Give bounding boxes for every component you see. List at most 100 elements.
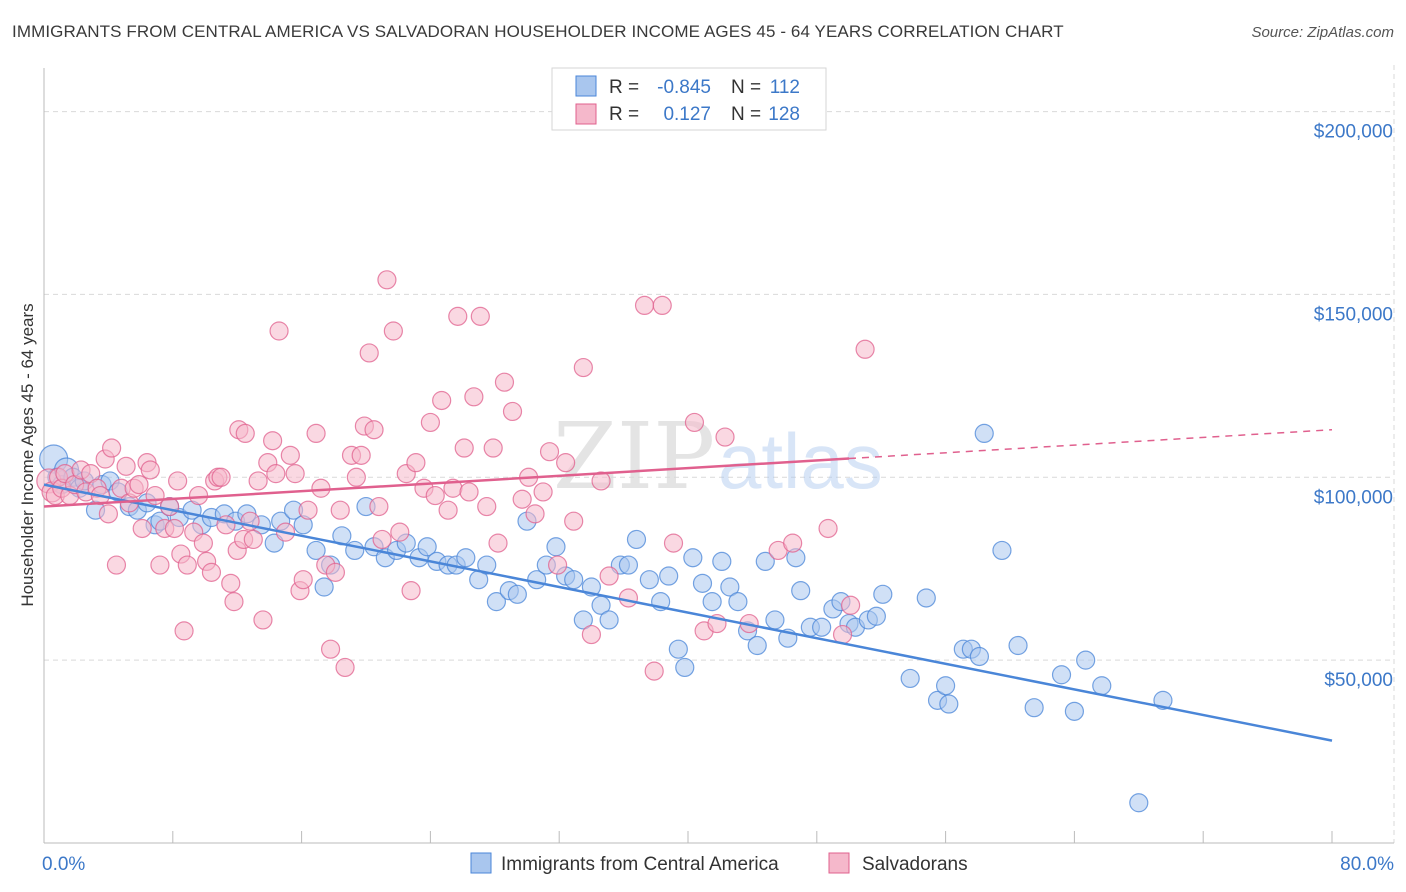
point-central-america-105 xyxy=(1092,676,1112,696)
point-salvadoran-105 xyxy=(547,555,568,575)
point-salvadoran-100 xyxy=(512,489,532,509)
point-salvadoran-109 xyxy=(581,624,602,645)
chart-title: IMMIGRANTS FROM CENTRAL AMERICA VS SALVA… xyxy=(12,22,1064,41)
point-central-america-47 xyxy=(486,592,507,612)
point-salvadoran-108 xyxy=(573,357,593,378)
point-salvadoran-58 xyxy=(280,445,300,465)
point-salvadoran-78 xyxy=(377,270,397,290)
point-central-america-65 xyxy=(659,566,679,586)
x-tick-labels: 0.0% 80.0% xyxy=(42,854,1394,875)
point-central-america-56 xyxy=(573,610,593,630)
point-salvadoran-86 xyxy=(425,485,445,506)
watermark: ZIP atlas xyxy=(553,403,883,510)
point-salvadoran-115 xyxy=(652,295,672,315)
legend-n-value-0: 112 xyxy=(770,77,800,98)
point-central-america-69 xyxy=(692,573,713,593)
point-central-america-98 xyxy=(974,423,994,443)
point-salvadoran-67 xyxy=(325,562,346,582)
point-salvadoran-38 xyxy=(201,562,222,582)
point-salvadoran-62 xyxy=(298,500,318,520)
point-central-america-77 xyxy=(765,610,785,630)
point-salvadoran-71 xyxy=(346,467,366,487)
point-salvadoran-126 xyxy=(841,595,861,615)
point-salvadoran-113 xyxy=(634,295,655,315)
point-salvadoran-106 xyxy=(556,453,576,473)
point-central-america-102 xyxy=(1051,665,1072,685)
point-central-america-76 xyxy=(755,551,775,572)
point-central-america-103 xyxy=(1064,701,1085,721)
point-salvadoran-76 xyxy=(369,496,389,517)
trend-line-1 xyxy=(43,457,850,508)
point-salvadoran-117 xyxy=(684,412,705,433)
point-salvadoran-75 xyxy=(364,420,384,440)
legend-r-label-1: R = xyxy=(609,104,639,125)
point-salvadoran-79 xyxy=(383,321,403,341)
point-salvadoran-64 xyxy=(311,478,331,498)
point-salvadoran-83 xyxy=(406,453,426,473)
point-salvadoran-98 xyxy=(494,372,515,392)
point-salvadoran-54 xyxy=(263,431,283,451)
point-central-america-91 xyxy=(916,588,936,608)
legend-r-value-1: 0.127 xyxy=(663,104,711,125)
point-salvadoran-26 xyxy=(150,555,170,575)
point-salvadoran-99 xyxy=(502,401,523,422)
point-salvadoran-120 xyxy=(715,427,735,447)
bottom-legend-swatch-blue xyxy=(470,852,492,874)
point-salvadoran-94 xyxy=(470,306,490,326)
point-central-america-67 xyxy=(675,657,695,678)
point-salvadoran-77 xyxy=(372,529,392,550)
point-central-america-66 xyxy=(668,639,688,659)
point-central-america-72 xyxy=(720,577,740,597)
point-salvadoran-97 xyxy=(488,533,508,553)
point-salvadoran-22 xyxy=(132,518,152,539)
bottom-legend-label-0: Immigrants from Central America xyxy=(501,854,779,875)
point-central-america-49 xyxy=(507,584,527,604)
point-central-america-89 xyxy=(873,584,893,604)
point-salvadoran-15 xyxy=(102,438,122,458)
point-central-america-44 xyxy=(456,548,476,568)
point-salvadoran-56 xyxy=(269,321,289,341)
point-salvadoran-87 xyxy=(432,390,452,411)
point-central-america-88 xyxy=(866,606,886,626)
point-salvadoran-104 xyxy=(539,442,560,462)
point-central-america-101 xyxy=(1024,698,1044,718)
point-salvadoran-18 xyxy=(116,456,136,476)
point-salvadoran-96 xyxy=(483,438,503,458)
chart-source: Source: ZipAtlas.com xyxy=(1251,24,1394,41)
point-salvadoran-103 xyxy=(533,482,553,502)
point-salvadoran-30 xyxy=(168,471,188,491)
x-tick-min: 0.0% xyxy=(42,854,85,875)
point-salvadoran-36 xyxy=(193,533,213,553)
point-central-america-97 xyxy=(969,646,990,667)
legend-swatch-pink xyxy=(575,103,597,125)
y-tick-label-2: $150,000 xyxy=(1314,304,1393,325)
legend: R = -0.845 N = 112 R = 0.127 N = 128 xyxy=(551,67,827,131)
point-salvadoran-93 xyxy=(464,387,484,407)
point-salvadoran-32 xyxy=(174,621,194,641)
point-salvadoran-102 xyxy=(525,504,545,524)
y-tick-label-3: $200,000 xyxy=(1314,122,1393,143)
point-salvadoran-124 xyxy=(818,518,838,539)
point-central-america-104 xyxy=(1076,650,1096,670)
point-salvadoran-24 xyxy=(140,460,160,480)
y-tick-label-0: $50,000 xyxy=(1324,670,1393,691)
point-salvadoran-16 xyxy=(106,555,127,575)
point-salvadoran-14 xyxy=(98,504,119,524)
point-salvadoran-114 xyxy=(644,661,664,681)
legend-swatch-blue xyxy=(575,75,597,97)
point-salvadoran-55 xyxy=(266,464,286,484)
legend-box xyxy=(551,67,827,131)
y-tick-labels: $50,000 $100,000 $150,000 $200,000 xyxy=(1314,122,1393,692)
point-salvadoran-111 xyxy=(599,566,619,586)
point-central-america-55 xyxy=(564,570,584,590)
point-central-america-93 xyxy=(935,676,956,696)
legend-r-value-0: -0.845 xyxy=(657,77,711,98)
point-salvadoran-92 xyxy=(459,482,479,502)
point-salvadoran-95 xyxy=(477,496,497,517)
point-salvadoran-80 xyxy=(390,522,410,542)
point-central-america-46 xyxy=(477,555,497,575)
trend-lines xyxy=(43,428,1333,742)
bottom-legend-swatch-pink xyxy=(828,852,850,874)
point-salvadoran-51 xyxy=(248,471,268,491)
point-salvadoran-110 xyxy=(591,471,611,491)
